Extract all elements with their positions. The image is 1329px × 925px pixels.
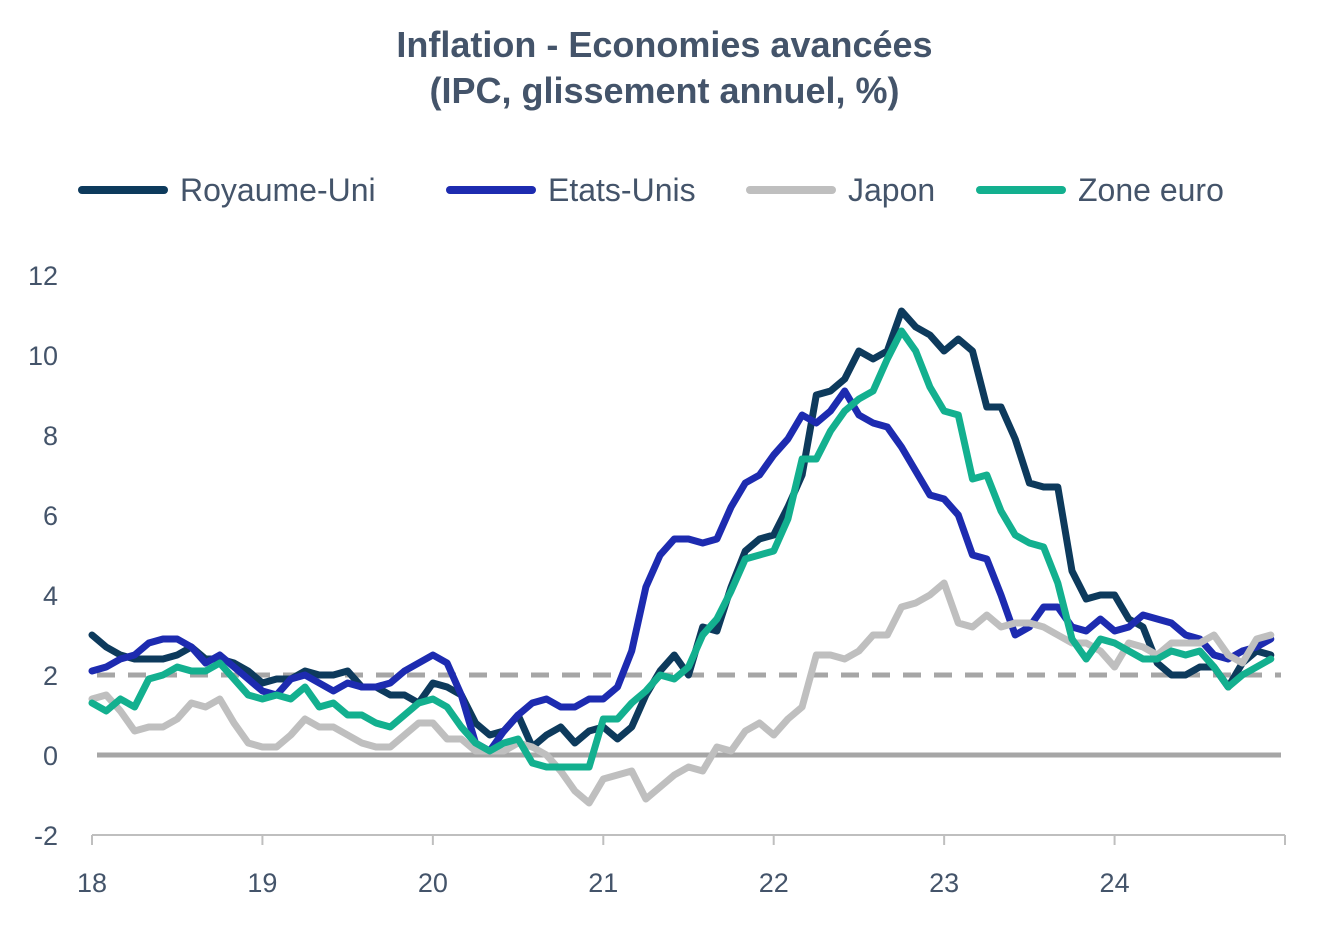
x-tick-label: 18 bbox=[77, 868, 107, 898]
series-line-etats-unis bbox=[88, 387, 1275, 755]
x-tick-label: 24 bbox=[1100, 868, 1130, 898]
y-tick-label: 6 bbox=[43, 501, 58, 531]
y-tick-label: 12 bbox=[28, 261, 58, 291]
legend-label: Royaume-Uni bbox=[180, 172, 376, 208]
x-tick-label: 20 bbox=[418, 868, 448, 898]
series-line-zone-euro bbox=[88, 327, 1275, 771]
chart-title-line: Inflation - Economies avancées bbox=[396, 24, 933, 65]
y-tick-label: 10 bbox=[28, 341, 58, 371]
y-tick-label: -2 bbox=[34, 821, 58, 851]
chart-title: Inflation - Economies avancées (IPC, gli… bbox=[0, 22, 1329, 114]
x-tick-label: 22 bbox=[759, 868, 789, 898]
chart-subtitle: (IPC, glissement annuel, %) bbox=[429, 70, 900, 111]
legend: Royaume-Uni Etats-Unis Japon Zone euro bbox=[78, 172, 1224, 208]
y-tick-label: 8 bbox=[43, 421, 58, 451]
x-tick-label: 23 bbox=[929, 868, 959, 898]
reference-lines bbox=[97, 672, 1281, 758]
x-tick-label: 19 bbox=[247, 868, 277, 898]
series-lines bbox=[88, 307, 1275, 807]
x-tick-label: 21 bbox=[588, 868, 618, 898]
series-line-royaume-uni bbox=[88, 307, 1275, 751]
legend-label: Zone euro bbox=[1078, 172, 1224, 208]
legend-label: Etats-Unis bbox=[548, 172, 696, 208]
y-tick-label: 0 bbox=[43, 741, 58, 771]
legend-label: Japon bbox=[848, 172, 935, 208]
y-tick-label: 2 bbox=[43, 661, 58, 691]
y-tick-label: 4 bbox=[43, 581, 58, 611]
